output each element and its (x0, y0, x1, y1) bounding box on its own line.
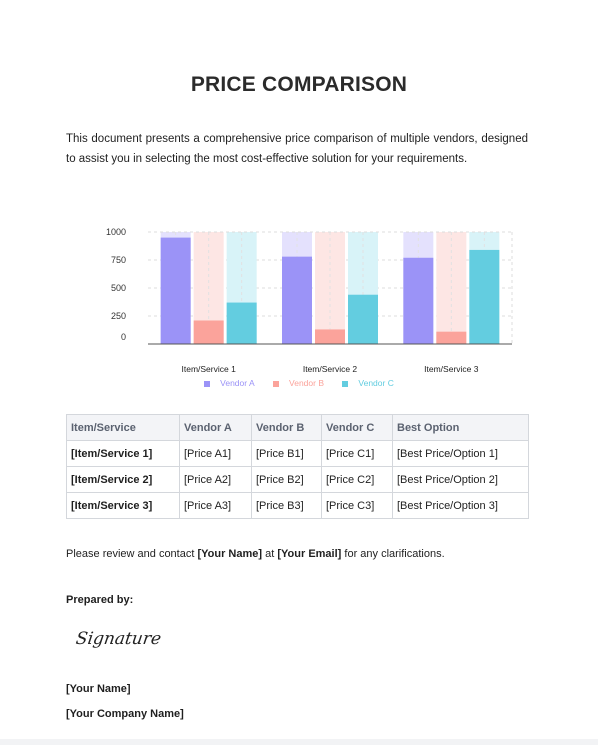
x-tick-label: Item/Service 1 (182, 364, 237, 374)
table-cell-item: [Item/Service 3] (66, 492, 180, 519)
x-tick-label: Item/Service 2 (303, 364, 358, 374)
price-comparison-table: Item/Service Vendor A Vendor B Vendor C … (66, 414, 529, 519)
table-cell: [Price B1] (251, 440, 322, 467)
preparer-name: [Your Name] (66, 683, 131, 695)
table-cell: [Price A2] (179, 466, 252, 493)
closing-contact-email: [Your Email] (277, 548, 342, 560)
bar-vendor-b (193, 320, 224, 344)
bar-vendor-a (160, 237, 191, 344)
legend-item-vendor-c: Vendor C (342, 378, 394, 388)
legend-swatch-vendor-b (273, 380, 280, 387)
legend-swatch-vendor-a (204, 380, 211, 387)
footer-bar (0, 739, 598, 745)
x-tick-label: Item/Service 3 (424, 364, 479, 374)
table-row: [Item/Service 3] [Price A3] [Price B3] [… (66, 492, 529, 519)
bar-vendor-c (469, 249, 500, 344)
header-item-service: Item/Service (66, 414, 180, 441)
table-row: [Item/Service 2] [Price A2] [Price B2] [… (66, 466, 529, 493)
table-header-row: Item/Service Vendor A Vendor B Vendor C … (66, 414, 529, 441)
header-vendor-a: Vendor A (179, 414, 252, 441)
bar-vendor-a (403, 257, 434, 344)
bar-vendor-c (348, 294, 378, 344)
bar-vendor-a (282, 256, 312, 344)
table-cell: [Price A3] (179, 492, 252, 519)
header-vendor-c: Vendor C (321, 414, 393, 441)
y-tick-label: 1000 (106, 227, 126, 237)
closing-contact-name: [Your Name] (197, 548, 263, 560)
bar-vendor-b (315, 329, 345, 344)
table-row: [Item/Service 1] [Price A1] [Price B1] [… (66, 440, 529, 467)
header-best-option: Best Option (392, 414, 529, 441)
table-cell: [Best Price/Option 3] (392, 492, 529, 519)
legend-label-vendor-a: Vendor A (220, 378, 255, 388)
table-cell: [Price B3] (251, 492, 322, 519)
preparer-company: [Your Company Name] (66, 708, 184, 720)
header-vendor-b: Vendor B (251, 414, 322, 441)
closing-text-3: for any clarifications. (341, 548, 445, 560)
price-comparison-chart: 0 250 500 750 1000 Item/Service 1 Item/Service… (106, 227, 513, 374)
legend-item-vendor-b: Vendor B (273, 378, 324, 388)
y-tick-label: 500 (111, 283, 126, 293)
legend-label-vendor-c: Vendor C (358, 378, 394, 388)
y-tick-label: 250 (111, 311, 126, 321)
legend-swatch-vendor-c (342, 380, 349, 387)
prepared-by-label: Prepared by: (66, 594, 134, 606)
table-cell: [Price C2] (321, 466, 393, 493)
chart-legend: Vendor A Vendor B Vendor C (0, 378, 598, 388)
y-tick-label: 750 (111, 255, 126, 265)
legend-item-vendor-a: Vendor A (204, 378, 255, 388)
document-title: PRICE COMPARISON (190, 73, 408, 96)
bar-vendor-b (436, 331, 467, 344)
table-cell: [Price B2] (251, 466, 322, 493)
y-tick-label: 0 (121, 332, 126, 342)
table-cell: [Price C3] (321, 492, 393, 519)
table-cell-item: [Item/Service 1] (66, 440, 180, 467)
closing-text-1: Please review and contact (66, 548, 198, 560)
intro-paragraph: This document presents a comprehensive p… (66, 133, 528, 165)
table-cell-item: [Item/Service 2] (66, 466, 180, 493)
closing-note: Please review and contact [Your Name] at… (66, 548, 445, 560)
table-cell: [Price A1] (179, 440, 252, 467)
table-cell: [Best Price/Option 2] (392, 466, 529, 493)
closing-text-2: at (262, 548, 278, 560)
table-cell: [Price C1] (321, 440, 393, 467)
bar-vendor-c (226, 302, 257, 344)
legend-label-vendor-b: Vendor B (289, 378, 325, 388)
signature: Signature (74, 629, 163, 649)
table-cell: [Best Price/Option 1] (392, 440, 529, 467)
